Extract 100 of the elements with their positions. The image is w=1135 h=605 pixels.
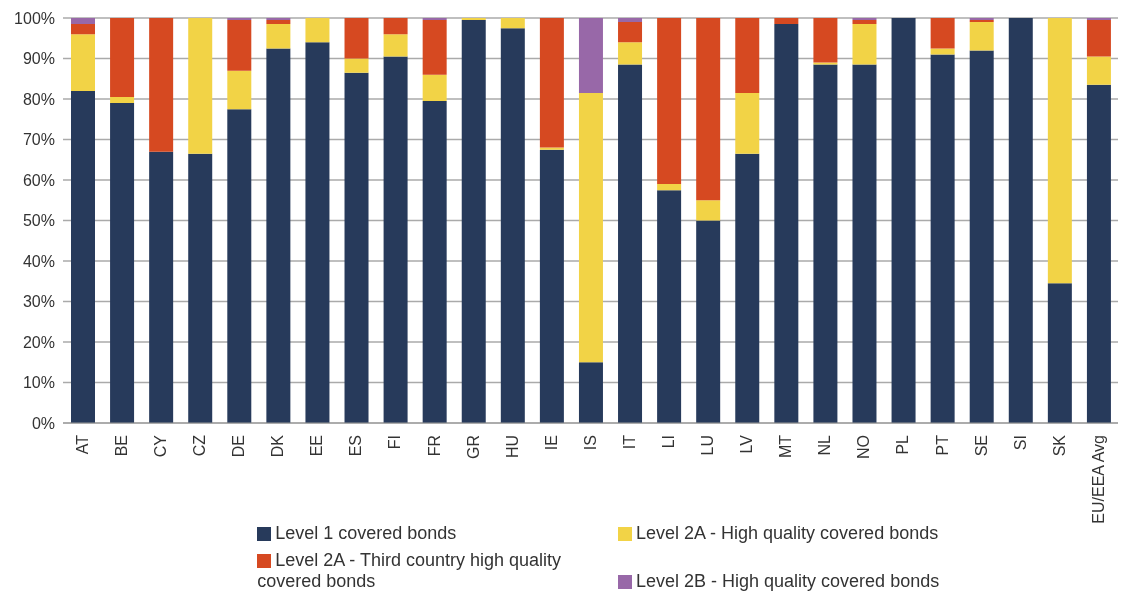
bar [735, 153, 760, 423]
x-tick-label: PT [933, 434, 951, 456]
x-tick-label: IE [542, 435, 560, 451]
x-tick-label: LI [660, 435, 678, 449]
x-tick-label: SK [1050, 434, 1068, 457]
bar [227, 18, 252, 21]
bar [344, 72, 369, 423]
x-tick-label: HU [503, 435, 521, 459]
bar [1086, 84, 1111, 423]
bar [383, 34, 408, 57]
bar [305, 18, 330, 43]
y-tick-label: 100% [14, 9, 55, 27]
x-tick-label: IT [620, 434, 638, 450]
bar [969, 22, 994, 51]
x-tick-label: BE [112, 435, 130, 457]
bar [969, 50, 994, 423]
bar [578, 362, 603, 423]
bar [149, 18, 174, 152]
bar [852, 24, 877, 65]
y-tick-label: 90% [22, 50, 55, 68]
bar [578, 18, 603, 93]
bar [266, 24, 291, 49]
bar [383, 56, 408, 423]
x-tick-label: AT [73, 434, 91, 455]
bar [813, 62, 838, 65]
x-tick-label: LU [699, 435, 717, 456]
y-tick-label: 30% [22, 293, 55, 311]
bar [71, 90, 95, 423]
bar [696, 18, 721, 201]
bar [110, 18, 135, 97]
x-tick-label: EE [308, 435, 326, 457]
y-tick-label: 60% [22, 171, 55, 189]
bar [852, 18, 877, 21]
bar [1047, 283, 1072, 423]
bar [657, 190, 682, 423]
x-tick-label: CY [152, 434, 170, 458]
bar [71, 24, 95, 35]
bar [461, 18, 486, 21]
bar [383, 18, 408, 35]
bar [188, 18, 213, 154]
bar [539, 149, 564, 423]
legend-label: Level 2A - Third country high quality covered bonds [257, 550, 562, 591]
x-tick-label: DK [269, 434, 287, 458]
bar [110, 96, 135, 104]
bar [618, 64, 643, 423]
bar [1047, 18, 1072, 284]
bar [110, 103, 135, 423]
bar [930, 18, 955, 49]
x-tick-label: FI [386, 435, 404, 450]
bar [813, 18, 838, 63]
bar [852, 64, 877, 423]
legend-label: Level 2B - High quality covered bonds [636, 571, 940, 591]
bar [461, 20, 486, 423]
bar [422, 20, 447, 75]
x-tick-label: EU/EEA Avg [1089, 435, 1107, 524]
bar [813, 64, 838, 423]
x-tick-label: SI [1011, 435, 1029, 451]
bar [188, 153, 213, 423]
x-tick-label: CZ [191, 434, 209, 457]
x-tick-label: FR [425, 435, 443, 457]
bar [422, 74, 447, 102]
bar [657, 18, 682, 185]
bar [266, 18, 291, 21]
bar [1086, 56, 1111, 85]
bar [422, 101, 447, 423]
bar [500, 28, 525, 423]
bar [618, 22, 643, 43]
bar [539, 147, 564, 150]
y-tick-label: 80% [22, 90, 55, 108]
x-tick-label: GR [464, 435, 482, 459]
x-tick-label: LV [738, 434, 756, 454]
bar [930, 54, 955, 423]
bar [227, 70, 252, 110]
x-tick-label: ES [347, 435, 365, 457]
bar [618, 18, 643, 23]
x-tick-label: IS [581, 435, 599, 451]
bar [71, 34, 95, 91]
bar [696, 200, 721, 221]
bar [71, 18, 95, 25]
bar [539, 18, 564, 148]
bar [774, 24, 799, 423]
bar [227, 20, 252, 71]
bar [657, 184, 682, 191]
legend-label: Level 2A - High quality covered bonds [636, 523, 939, 543]
bar [1086, 18, 1111, 21]
bar [227, 109, 252, 423]
x-tick-label: MT [777, 434, 795, 459]
y-tick-label: 70% [22, 131, 55, 149]
bar [500, 18, 525, 29]
bar [735, 92, 760, 154]
y-tick-label: 50% [22, 212, 55, 230]
bar [618, 42, 643, 65]
bar [266, 48, 291, 423]
bar [266, 20, 291, 25]
x-tick-label: NL [816, 434, 834, 456]
bar [774, 18, 799, 25]
bar [344, 58, 369, 73]
bar [149, 151, 174, 423]
y-tick-label: 20% [22, 333, 55, 351]
x-tick-label: DE [230, 435, 248, 458]
